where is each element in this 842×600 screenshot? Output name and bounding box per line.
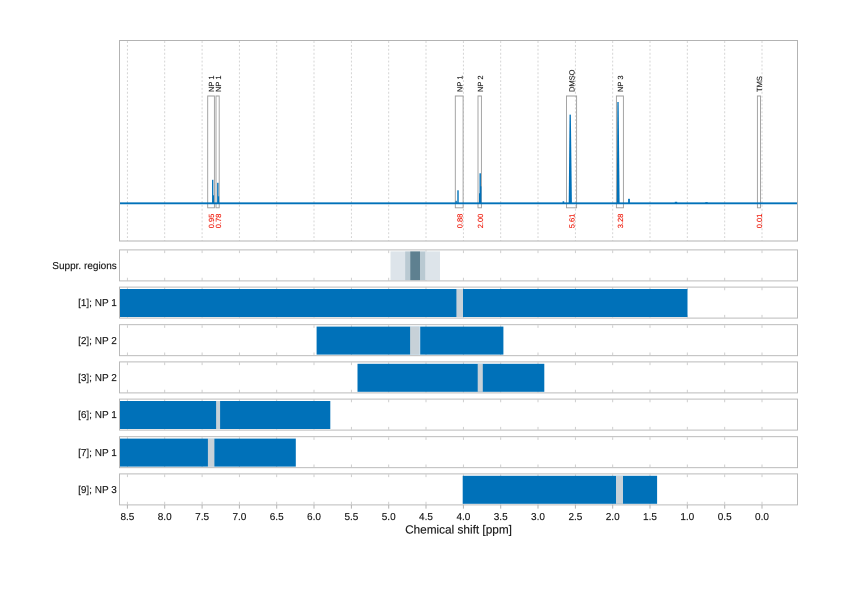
svg-text:[9]; NP 3: [9]; NP 3 (78, 485, 117, 496)
svg-text:1.5: 1.5 (643, 512, 657, 523)
svg-text:NP 1: NP 1 (214, 75, 223, 92)
svg-text:5.0: 5.0 (382, 512, 396, 523)
svg-text:7.5: 7.5 (195, 512, 209, 523)
svg-text:NP 3: NP 3 (616, 75, 625, 92)
svg-text:6.5: 6.5 (270, 512, 284, 523)
svg-text:0.88: 0.88 (455, 214, 464, 229)
svg-text:5.61: 5.61 (568, 214, 577, 229)
svg-text:Chemical shift [ppm]: Chemical shift [ppm] (405, 523, 512, 537)
svg-text:0.78: 0.78 (214, 214, 223, 229)
svg-text:DMSO: DMSO (568, 69, 577, 92)
svg-text:6.0: 6.0 (307, 512, 321, 523)
svg-text:[7]; NP 1: [7]; NP 1 (78, 448, 117, 459)
svg-text:0.01: 0.01 (755, 214, 764, 229)
svg-text:NP 1: NP 1 (207, 75, 216, 92)
svg-text:TMS: TMS (755, 76, 764, 92)
svg-text:[2]; NP 2: [2]; NP 2 (78, 336, 117, 347)
svg-text:2.5: 2.5 (568, 512, 582, 523)
svg-text:3.5: 3.5 (494, 512, 508, 523)
svg-text:0.5: 0.5 (718, 512, 732, 523)
svg-text:4.0: 4.0 (456, 512, 470, 523)
svg-text:8.5: 8.5 (120, 512, 134, 523)
svg-text:NP 1: NP 1 (455, 75, 464, 92)
svg-text:2.0: 2.0 (606, 512, 620, 523)
svg-text:0.0: 0.0 (755, 512, 769, 523)
svg-text:7.0: 7.0 (232, 512, 246, 523)
svg-text:4.5: 4.5 (419, 512, 433, 523)
svg-text:[3]; NP 2: [3]; NP 2 (78, 373, 117, 384)
svg-text:5.5: 5.5 (344, 512, 358, 523)
svg-text:3.28: 3.28 (616, 214, 625, 229)
svg-text:[1]; NP 1: [1]; NP 1 (78, 298, 117, 309)
svg-text:8.0: 8.0 (158, 512, 172, 523)
svg-text:3.0: 3.0 (531, 512, 545, 523)
svg-text:[6]; NP 1: [6]; NP 1 (78, 410, 117, 421)
svg-text:Suppr. regions: Suppr. regions (52, 261, 117, 272)
svg-text:NP 2: NP 2 (476, 75, 485, 92)
svg-text:1.0: 1.0 (680, 512, 694, 523)
svg-text:0.95: 0.95 (207, 214, 216, 229)
svg-text:2.00: 2.00 (476, 214, 485, 229)
